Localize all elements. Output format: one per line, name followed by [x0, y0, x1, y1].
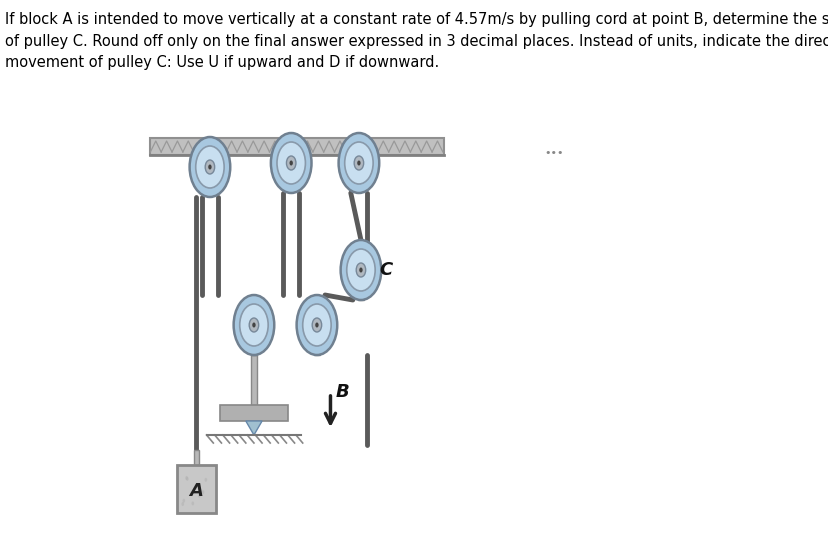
Circle shape [277, 142, 305, 184]
Circle shape [302, 304, 330, 346]
Circle shape [195, 146, 224, 188]
Bar [357, 270, 363, 300]
Polygon shape [246, 421, 262, 435]
Bar [250, 355, 257, 405]
Circle shape [340, 240, 381, 300]
Bar [355, 133, 362, 155]
Circle shape [357, 160, 360, 165]
Bar [194, 450, 199, 465]
Circle shape [239, 304, 267, 346]
Circle shape [346, 249, 375, 291]
Circle shape [289, 160, 292, 165]
Bar [287, 133, 294, 155]
Circle shape [286, 156, 296, 170]
Bar [176, 465, 216, 513]
Circle shape [185, 477, 189, 481]
Circle shape [198, 494, 200, 498]
Circle shape [208, 164, 211, 170]
Circle shape [296, 295, 337, 355]
Circle shape [205, 478, 207, 482]
Circle shape [356, 263, 365, 277]
Circle shape [354, 156, 363, 170]
Circle shape [271, 133, 311, 193]
Text: B: B [335, 383, 349, 401]
Circle shape [191, 501, 194, 506]
Circle shape [344, 142, 373, 184]
Text: If block A is intended to move vertically at a constant rate of 4.57m/s by pulli: If block A is intended to move verticall… [6, 12, 828, 70]
Bar [150, 138, 443, 155]
Circle shape [182, 499, 185, 503]
Circle shape [181, 502, 184, 506]
Bar [313, 325, 320, 355]
Bar [219, 405, 287, 421]
Circle shape [185, 476, 188, 480]
Circle shape [359, 268, 362, 272]
Circle shape [190, 137, 230, 197]
Circle shape [312, 318, 321, 332]
Circle shape [338, 133, 378, 193]
Circle shape [233, 295, 274, 355]
Circle shape [249, 318, 258, 332]
Bar [250, 325, 257, 355]
Circle shape [252, 323, 255, 327]
Bar [206, 137, 213, 155]
Text: A: A [190, 482, 203, 500]
Circle shape [315, 323, 318, 327]
Text: •••: ••• [544, 148, 563, 158]
Circle shape [205, 160, 214, 174]
Circle shape [201, 490, 204, 494]
Text: C: C [378, 261, 392, 279]
